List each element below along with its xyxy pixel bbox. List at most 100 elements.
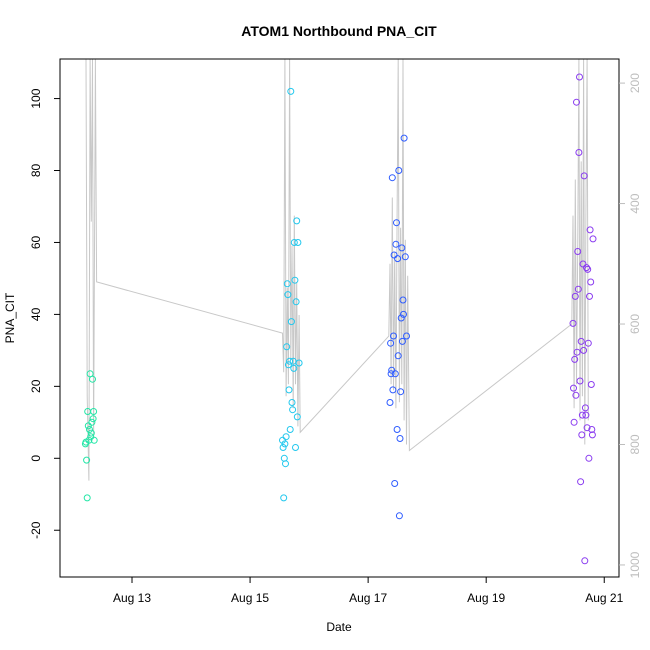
y-tick-label: 20 [29, 379, 43, 393]
x-axis-label: Date [326, 620, 352, 634]
data-point [397, 388, 405, 396]
secondary-y-tick-label: 600 [628, 314, 642, 334]
data-point [587, 278, 595, 286]
data-point [389, 386, 397, 394]
data-point [585, 454, 593, 462]
data-point [403, 332, 410, 340]
data-point [392, 240, 400, 248]
data-point [576, 377, 584, 385]
y-tick-label: 40 [29, 307, 43, 321]
data-point [573, 98, 580, 106]
data-point [573, 348, 581, 356]
data-point [394, 352, 402, 360]
secondary-y-tick-label: 1000 [628, 551, 642, 578]
data-point [584, 265, 592, 273]
y-axis-label: PNA_CIT [3, 292, 17, 343]
data-point [390, 251, 398, 259]
data-point [577, 337, 585, 345]
data-point [387, 339, 395, 347]
data-point [588, 431, 596, 439]
y-axis: -20 0 20 40 60 80 100 [29, 88, 60, 539]
data-point [582, 411, 590, 419]
data-point [293, 217, 301, 225]
data-point [292, 298, 300, 306]
data-point [386, 399, 394, 406]
data-point [581, 404, 589, 412]
data-point [286, 357, 294, 365]
data-point [282, 460, 289, 468]
data-point [282, 433, 290, 441]
data-point [87, 433, 95, 441]
x-tick-label: Aug 13 [113, 591, 151, 605]
data-point [290, 239, 298, 246]
x-tick-label: Aug 21 [585, 591, 623, 605]
data-point [574, 285, 582, 293]
data-point [391, 480, 399, 487]
data-point [400, 310, 407, 318]
data-point [87, 429, 95, 437]
data-point [287, 318, 295, 326]
data-point [290, 364, 298, 372]
data-point [288, 399, 296, 406]
data-point [570, 418, 578, 426]
data-point [583, 264, 590, 272]
data-point [283, 343, 291, 351]
data-point [279, 444, 287, 451]
secondary-y-axis: 200 400 600 800 1000 [619, 73, 642, 578]
data-point [86, 426, 93, 433]
data-point [394, 255, 402, 263]
data-point [388, 174, 396, 182]
data-point [395, 512, 403, 520]
data-point [572, 391, 580, 399]
data-point [283, 280, 291, 288]
data-point [581, 557, 589, 565]
data-point [579, 260, 587, 268]
data-point [289, 406, 297, 414]
data-point [281, 440, 289, 448]
data-point [578, 411, 586, 419]
data-point [88, 418, 96, 426]
y-tick-label: 80 [29, 164, 43, 178]
data-point [83, 494, 91, 502]
data-point [292, 444, 299, 451]
data-point [90, 408, 98, 415]
data-point [399, 296, 407, 304]
data-point [390, 332, 397, 340]
data-point [588, 426, 596, 433]
data-point [89, 415, 97, 423]
data-point [398, 244, 406, 252]
data-point [571, 355, 579, 363]
y-tick-label: 100 [29, 88, 43, 108]
data-point [570, 384, 577, 392]
data-point [583, 424, 591, 432]
y-tick-label: 0 [29, 455, 43, 462]
data-point [284, 291, 292, 299]
secondary-y-tick-label: 200 [628, 73, 642, 93]
data-point [89, 375, 96, 383]
secondary-y-tick-label: 400 [628, 193, 642, 213]
data-point [577, 478, 585, 486]
data-point [571, 292, 579, 300]
data-point [291, 276, 299, 284]
data-point [285, 386, 293, 394]
data-point [578, 431, 586, 439]
data-point [587, 381, 595, 388]
data-point [83, 456, 91, 464]
y-tick-label: 60 [29, 236, 43, 250]
secondary-y-tick-label: 800 [628, 434, 642, 454]
data-point [586, 292, 593, 300]
data-point [287, 87, 295, 95]
data-point [295, 359, 303, 367]
data-point [85, 436, 93, 444]
data-point [574, 248, 582, 255]
data-point [584, 339, 592, 347]
data-point [388, 366, 396, 374]
data-point [279, 436, 286, 444]
data-point [387, 370, 395, 378]
data-point [398, 337, 406, 345]
data-point [396, 435, 404, 442]
data-point [580, 172, 588, 180]
data-point [284, 361, 292, 369]
